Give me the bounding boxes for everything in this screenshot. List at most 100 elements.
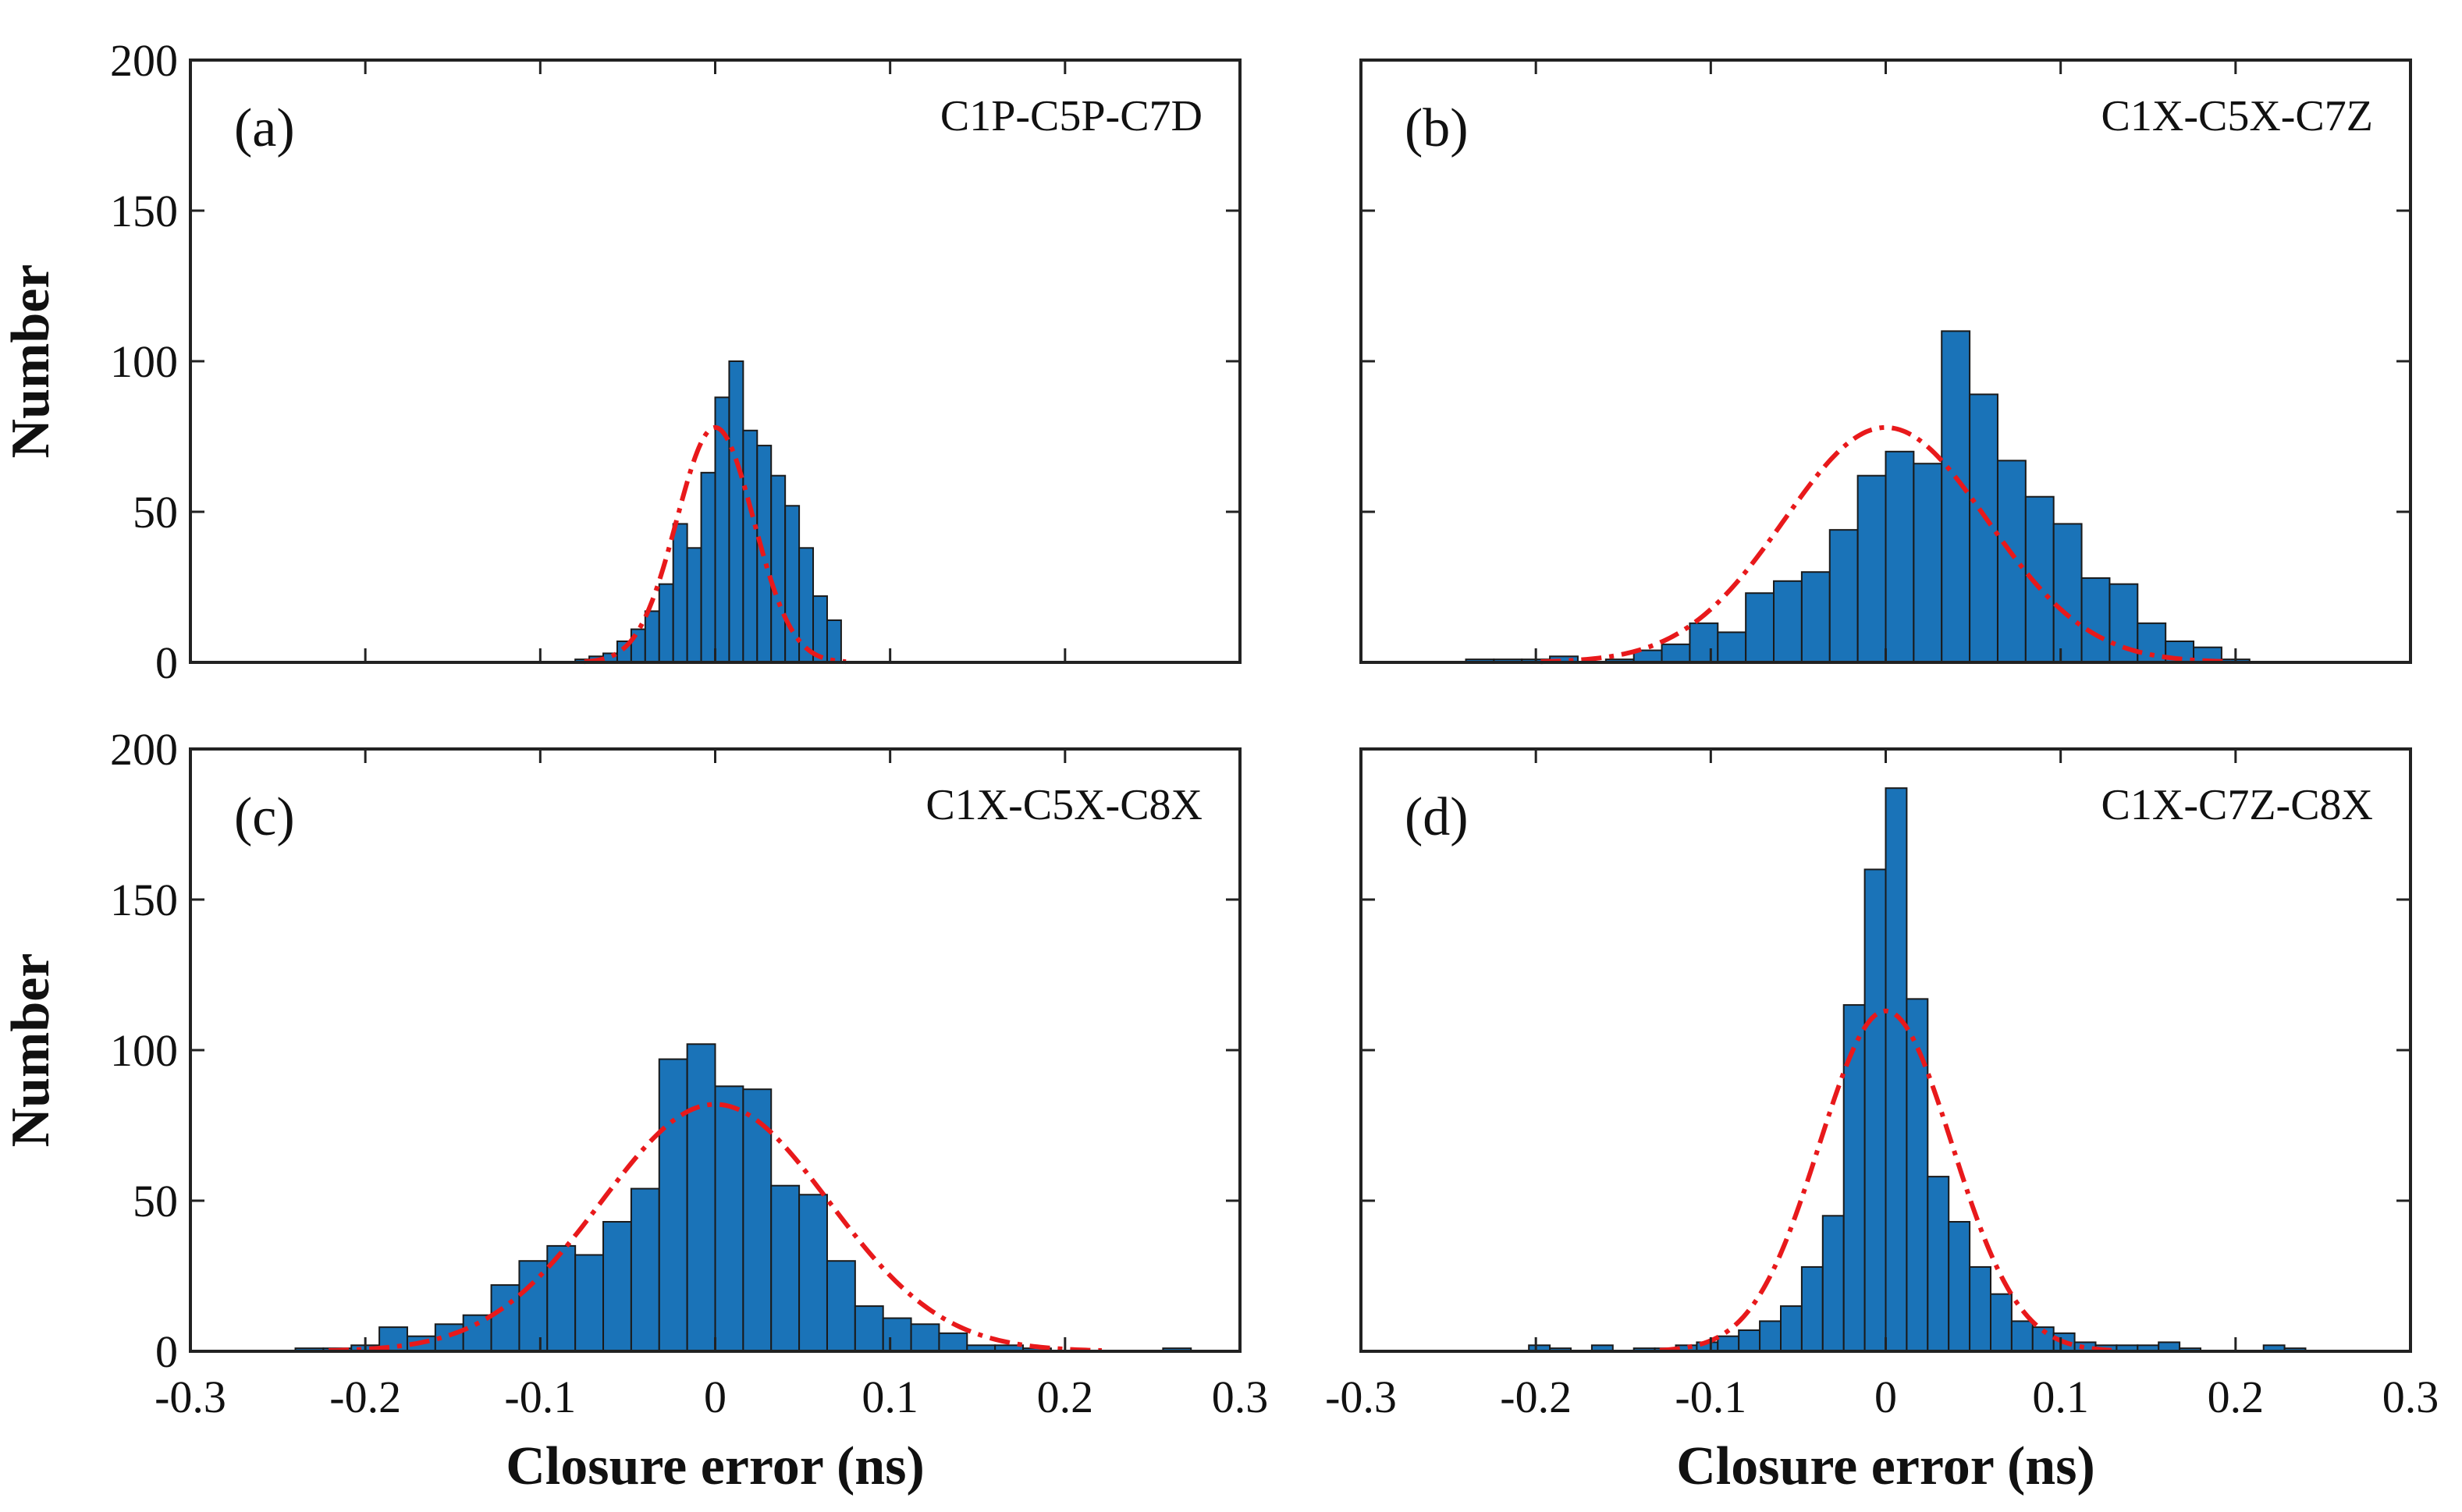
y-tick-label: 50 <box>133 1176 178 1226</box>
y-tick-label: 150 <box>110 875 178 925</box>
histogram-bar <box>1990 1293 2013 1353</box>
y-axis-label-c: Number <box>1 953 61 1148</box>
plot-frame-c <box>189 747 1242 1353</box>
y-axis-label-a: Number <box>1 264 61 459</box>
x-tick-label: -0.1 <box>504 1372 576 1422</box>
x-tick-label: 0.1 <box>2032 1372 2089 1422</box>
x-tick-label: 0.3 <box>2382 1372 2439 1422</box>
histogram-bar <box>1996 460 2027 663</box>
histogram-bar <box>574 1254 605 1352</box>
histogram-bar <box>2010 1320 2034 1353</box>
histogram-bar <box>826 619 842 664</box>
plot-frame-d <box>1359 747 2412 1353</box>
histogram-bar <box>2052 523 2083 663</box>
histogram-bar <box>742 1088 773 1353</box>
y-tick-label: 200 <box>110 724 178 775</box>
histogram-bar <box>602 1221 632 1353</box>
histogram-bar <box>1927 1176 1950 1352</box>
histogram-bar <box>1745 592 1775 663</box>
x-tick-label: 0 <box>1874 1372 1897 1422</box>
panel-c: -0.3 -0.2 -0.1 0 0.1 0.2 0.3 0 50 100 150 200 (c) C… <box>1 724 1268 1496</box>
histogram-bar <box>1717 1335 1740 1352</box>
x-tick-label: 0 <box>704 1372 727 1422</box>
panel-title-c: C1X-C5X-C8X <box>925 781 1203 829</box>
y-tick-label: 100 <box>110 336 178 387</box>
histogram-bar <box>728 360 744 663</box>
x-tick-label: 0.2 <box>2208 1372 2265 1422</box>
panel-d: -0.3 -0.2 -0.1 0 0.1 0.2 0.3 (d) C1X-C7Z-C8X C… <box>1325 747 2439 1496</box>
histogram-bar <box>658 1058 688 1352</box>
histogram-bar <box>700 471 716 663</box>
histogram-bar <box>1759 1320 1782 1353</box>
x-tick-label: -0.3 <box>155 1372 226 1422</box>
x-tick-label: -0.2 <box>1500 1372 1572 1422</box>
histogram-bar <box>770 1184 801 1352</box>
y-tick-label: 150 <box>110 186 178 236</box>
histogram-bar <box>910 1323 940 1353</box>
histogram-bar <box>882 1317 912 1353</box>
histogram-bar <box>1913 463 1943 663</box>
panel-title-d: C1X-C7Z-C8X <box>2101 781 2373 829</box>
histogram-bar <box>630 1187 660 1353</box>
panel-label-d: (d) <box>1405 787 1469 847</box>
histogram-bar <box>1856 474 1887 663</box>
plot-frame-a <box>189 59 1242 664</box>
x-tick-label: -0.2 <box>329 1372 401 1422</box>
x-axis-label-c: Closure error (ns) <box>506 1436 925 1496</box>
histogram-bar <box>854 1305 884 1352</box>
y-tick-label: 0 <box>155 637 178 688</box>
histogram-bar <box>742 429 758 664</box>
x-tick-label: -0.3 <box>1325 1372 1397 1422</box>
x-tick-label: 0.3 <box>1212 1372 1269 1422</box>
x-tick-label: 0.1 <box>862 1372 918 1422</box>
gaussian-fit-curve-a <box>584 424 847 665</box>
histogram-bar <box>658 583 674 664</box>
histogram-bar <box>938 1332 968 1352</box>
histogram-bar <box>798 547 815 663</box>
histogram-bar <box>1948 1221 1971 1353</box>
histogram-bar <box>490 1284 520 1352</box>
histogram-bar <box>770 474 787 663</box>
panel-label-c: (c) <box>234 787 295 847</box>
x-tick-label: -0.1 <box>1675 1372 1746 1422</box>
histogram-bar <box>1773 580 1803 664</box>
histogram-bar <box>826 1260 856 1352</box>
axis-ticks-c: -0.3 -0.2 -0.1 0 0.1 0.2 0.3 0 50 100 150 200 <box>110 724 1268 1422</box>
histogram-bars-d <box>1528 787 2307 1353</box>
histogram-bar <box>1941 330 1971 663</box>
histogram-bar <box>1885 450 1915 663</box>
histogram-bar <box>686 1043 716 1353</box>
histogram-bar <box>1689 622 1719 664</box>
histogram-bar <box>1661 643 1691 664</box>
histogram-bar <box>714 1085 744 1352</box>
y-tick-label: 200 <box>110 35 178 86</box>
plot-frame-b <box>1359 59 2412 664</box>
histogram-bar <box>686 547 702 663</box>
x-axis-label-d: Closure error (ns) <box>1676 1436 2095 1496</box>
histogram-bar <box>1969 1265 1992 1353</box>
histogram-bar <box>1780 1305 1803 1352</box>
panel-a: 0 50 100 150 200 (a) C1P-C5P-C7D Number <box>1 35 1242 688</box>
y-tick-label: 100 <box>110 1025 178 1076</box>
panel-title-b: C1X-C5X-C7Z <box>2101 92 2373 140</box>
y-tick-label: 50 <box>133 487 178 538</box>
histogram-bar <box>2031 1326 2055 1352</box>
histogram-bars-c <box>294 1043 1192 1353</box>
histogram-bar <box>1800 1265 1824 1353</box>
histogram-bar <box>1885 787 1908 1352</box>
histogram-bar <box>1717 631 1747 664</box>
histogram-bar <box>1863 868 1887 1352</box>
panel-label-a: (a) <box>234 98 295 158</box>
gaussian-fit-curve-c <box>329 1102 1102 1354</box>
histogram-bar <box>1800 571 1831 664</box>
histogram-bar <box>1821 1215 1845 1353</box>
histogram-bar <box>2080 577 2111 663</box>
histogram-bar <box>798 1194 828 1353</box>
histogram-bar <box>1969 393 1998 663</box>
histogram-bar <box>1842 1004 1866 1352</box>
histogram-bar <box>644 610 660 664</box>
panel-title-a: C1P-C5P-C7D <box>940 92 1203 140</box>
gaussian-fit-curve-d <box>1659 1008 2112 1353</box>
